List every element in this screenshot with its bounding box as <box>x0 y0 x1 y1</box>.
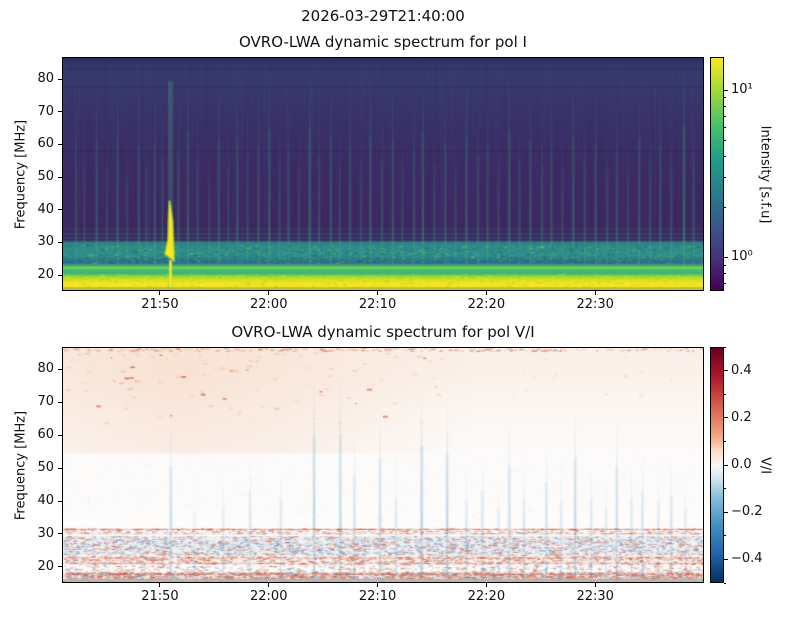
pol-vi-cb-minortick <box>724 393 726 395</box>
pol-i-y-tickmark <box>58 78 62 80</box>
pol-i-colorbar-label: Intensity [s.f.u] <box>757 125 773 224</box>
pol-vi-x-tickmark <box>485 583 487 587</box>
pol-vi-y-ticklabel: 30 <box>37 525 54 541</box>
pol-i-cb-ticklabel: 10⁰ <box>731 249 753 265</box>
pol-i-y-tickmark <box>58 176 62 178</box>
pol-i-heatmap-canvas <box>63 58 703 290</box>
pol-vi-colorbar-canvas <box>711 348 723 582</box>
pol-i-cb-minortick <box>724 273 726 275</box>
pol-vi-y-ticklabel: 20 <box>37 558 54 574</box>
pol-i-y-tickmark <box>58 111 62 113</box>
pol-i-cb-minortick <box>724 115 726 117</box>
pol-vi-y-ticklabel: 70 <box>37 394 54 410</box>
pol-i-colorbar-canvas <box>711 58 723 290</box>
pol-i-cb-minortick <box>724 126 726 128</box>
pol-i-y-tickmark <box>58 274 62 276</box>
pol-i-cb-minortick <box>724 264 726 266</box>
pol-vi-cb-ticklabel: −0.2 <box>731 504 763 520</box>
pol-vi-cb-tickmark <box>724 370 728 372</box>
pol-vi-x-ticklabel: 22:00 <box>250 589 288 604</box>
pol-i-x-tickmark <box>485 291 487 295</box>
pol-vi-cb-ticklabel: 0.2 <box>731 409 752 425</box>
pol-vi-x-ticklabel: 22:10 <box>358 589 397 604</box>
pol-vi-y-tickmark <box>58 500 62 502</box>
pol-vi-plot-area <box>62 347 704 583</box>
pol-vi-y-tickmark <box>58 368 62 370</box>
pol-vi-cb-ticklabel: 0.0 <box>731 457 752 472</box>
pol-i-cb-minortick <box>724 156 726 158</box>
pol-i-x-tickmark <box>268 291 270 295</box>
pol-i-y-ticklabel: 70 <box>37 103 54 119</box>
pol-vi-colorbar-label: V/I <box>757 456 773 475</box>
pol-i-cb-tickmark <box>724 89 728 91</box>
pol-vi-x-ticklabel: 22:20 <box>467 589 506 604</box>
pol-i-y-ticklabel: 60 <box>37 136 54 152</box>
pol-vi-colorbar <box>710 347 724 583</box>
pol-vi-x-tickmark <box>594 583 596 587</box>
pol-i-y-ticklabel: 50 <box>37 169 54 185</box>
pol-i-cb-minortick <box>724 177 726 179</box>
pol-i-x-tickmark <box>594 291 596 295</box>
pol-vi-x-tickmark <box>268 583 270 587</box>
pol-vi-cb-minortick <box>724 535 726 537</box>
pol-i-y-ticklabel: 80 <box>37 71 54 87</box>
pol-i-x-ticklabel: 22:30 <box>576 297 614 312</box>
pol-vi-cb-ticklabel: −0.4 <box>731 551 763 567</box>
pol-vi-cb-minortick <box>724 488 726 490</box>
pol-vi-y-tickmark <box>58 401 62 403</box>
pol-vi-y-ticklabel: 60 <box>37 427 54 443</box>
pol-i-cb-minortick <box>724 282 726 284</box>
pol-i-x-tickmark <box>377 291 379 295</box>
pol-i-x-ticklabel: 22:00 <box>250 297 288 312</box>
pol-vi-cb-tickmark <box>724 417 728 419</box>
pol-i-x-ticklabel: 22:10 <box>358 297 397 312</box>
pol-vi-title: OVRO-LWA dynamic spectrum for pol V/I <box>231 323 535 341</box>
pol-vi-cb-tickmark <box>724 511 728 513</box>
pol-i-title: OVRO-LWA dynamic spectrum for pol I <box>239 33 527 51</box>
pol-vi-x-ticklabel: 22:30 <box>576 589 614 604</box>
pol-vi-cb-minortick <box>724 582 726 584</box>
pol-i-y-ticklabel: 20 <box>37 267 54 282</box>
pol-i-cb-minortick <box>724 97 726 99</box>
pol-vi-cb-tickmark <box>724 558 728 560</box>
pol-vi-heatmap-canvas <box>63 348 703 582</box>
pol-vi-y-tickmark <box>58 434 62 436</box>
pol-vi-cb-ticklabel: 0.4 <box>731 362 752 378</box>
figure-title: 2026-03-29T21:40:00 <box>301 7 465 25</box>
pol-i-y-tickmark <box>58 241 62 243</box>
pol-vi-y-ticklabel: 80 <box>37 361 54 377</box>
pol-i-cb-minortick <box>724 140 726 142</box>
pol-i-y-ticklabel: 40 <box>37 201 54 217</box>
pol-i-cb-ticklabel: 10¹ <box>731 82 753 98</box>
pol-i-x-ticklabel: 22:20 <box>467 297 506 312</box>
pol-vi-y-tickmark <box>58 566 62 568</box>
pol-vi-y-tickmark <box>58 533 62 535</box>
pol-i-y-tickmark <box>58 209 62 211</box>
pol-i-plot-area <box>62 57 704 291</box>
pol-vi-x-tickmark <box>159 583 161 587</box>
pol-i-y-ticklabel: 30 <box>37 234 54 250</box>
pol-i-cb-tickmark <box>724 256 728 258</box>
pol-i-colorbar <box>710 57 724 291</box>
pol-vi-x-tickmark <box>377 583 379 587</box>
pol-i-x-tickmark <box>159 291 161 295</box>
pol-vi-y-tickmark <box>58 467 62 469</box>
pol-vi-y-ticklabel: 50 <box>37 460 54 476</box>
pol-vi-cb-tickmark <box>724 464 728 466</box>
pol-i-cb-minortick <box>724 105 726 107</box>
pol-i-y-tickmark <box>58 143 62 145</box>
pol-vi-cb-minortick <box>724 346 726 348</box>
pol-vi-y-ticklabel: 40 <box>37 493 54 509</box>
pol-i-x-ticklabel: 21:50 <box>141 297 179 312</box>
pol-vi-cb-minortick <box>724 440 726 442</box>
pol-vi-x-ticklabel: 21:50 <box>141 589 179 604</box>
pol-i-cb-minortick <box>724 206 726 208</box>
